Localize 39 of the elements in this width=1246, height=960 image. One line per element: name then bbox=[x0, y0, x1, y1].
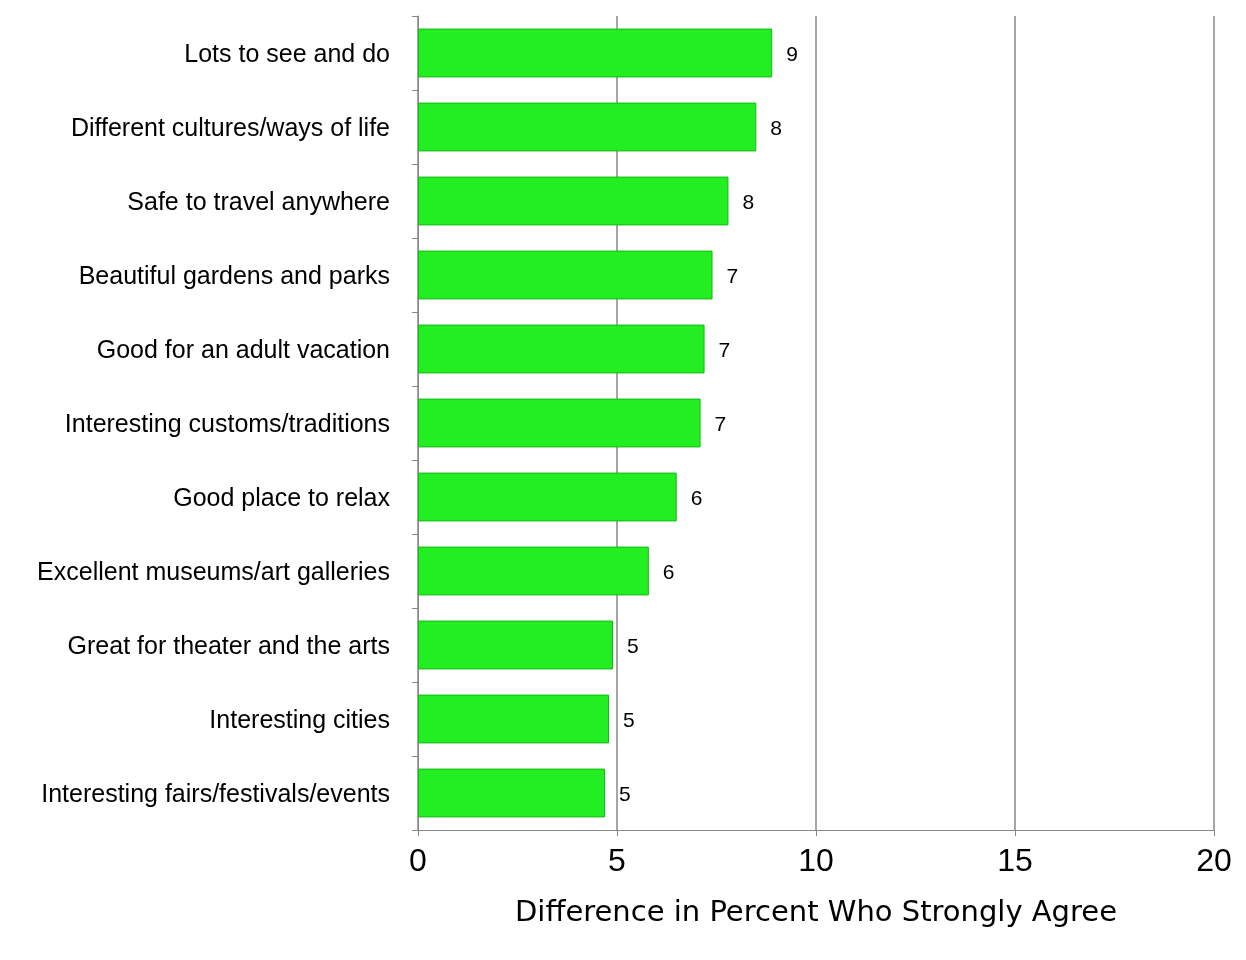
bar bbox=[418, 102, 757, 152]
data-label: 8 bbox=[770, 115, 782, 139]
x-tick-label: 15 bbox=[997, 842, 1033, 878]
y-tick-label: Good for an adult vacation bbox=[96, 335, 390, 363]
y-tick-label: Safe to travel anywhere bbox=[127, 187, 390, 215]
bar bbox=[418, 620, 614, 670]
y-tick-label: Interesting fairs/festivals/events bbox=[41, 779, 390, 807]
y-tick-label: Interesting cities bbox=[209, 705, 390, 733]
x-axis-title: Difference in Percent Who Strongly Agree bbox=[515, 893, 1117, 928]
bar bbox=[418, 398, 701, 448]
y-tick-label: Great for theater and the arts bbox=[67, 631, 390, 659]
data-label: 5 bbox=[619, 781, 631, 805]
data-label: 7 bbox=[714, 411, 727, 435]
bar bbox=[418, 176, 729, 226]
y-tick-label: Different cultures/ways of life bbox=[70, 113, 390, 141]
data-label: 8 bbox=[742, 189, 755, 213]
x-tick-label: 5 bbox=[608, 842, 626, 878]
bar bbox=[418, 768, 606, 818]
y-tick-label: Good place to relax bbox=[173, 483, 391, 511]
data-label: 5 bbox=[623, 707, 635, 731]
bar bbox=[418, 324, 705, 374]
y-tick-label: Excellent museums/art galleries bbox=[37, 557, 390, 585]
bar bbox=[418, 694, 610, 744]
x-tick-label: 20 bbox=[1196, 842, 1232, 878]
data-label: 5 bbox=[627, 633, 639, 657]
y-tick-label: Beautiful gardens and parks bbox=[78, 261, 390, 289]
x-tick-label: 0 bbox=[409, 842, 427, 878]
x-tick-label: 10 bbox=[798, 842, 834, 878]
bar bbox=[418, 472, 677, 522]
bar bbox=[418, 546, 649, 596]
data-label: 7 bbox=[718, 337, 731, 361]
bar bbox=[418, 250, 713, 300]
y-tick-label: Interesting customs/traditions bbox=[64, 409, 390, 437]
bar bbox=[418, 28, 773, 78]
data-label: 6 bbox=[690, 485, 703, 509]
data-label: 9 bbox=[786, 41, 798, 65]
y-tick-label: Lots to see and do bbox=[184, 39, 390, 67]
data-label: 7 bbox=[726, 263, 739, 287]
data-label: 6 bbox=[662, 559, 675, 583]
